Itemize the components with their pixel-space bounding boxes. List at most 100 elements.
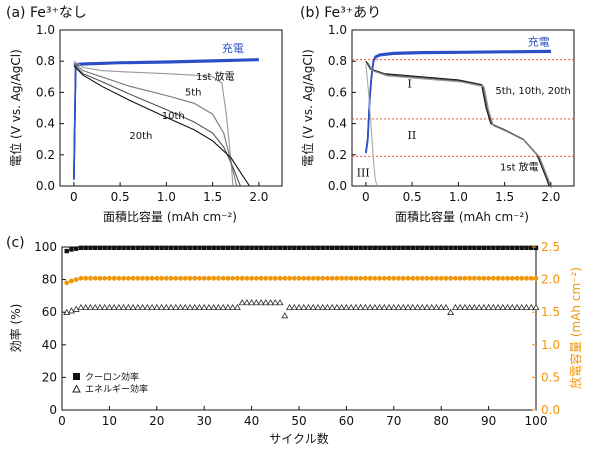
coulomb-efficiency-point [344,245,349,251]
coulomb-efficiency-point [107,245,112,251]
c-ytick-label: 0 [49,403,57,417]
c-ytick-label: 20 [42,370,57,384]
energy-efficiency-point [158,303,165,311]
a-xtick-label: 1.0 [157,190,176,204]
discharge-capacity-point [244,275,250,281]
coulomb-efficiency-point [529,245,534,251]
coulomb-efficiency-point [220,245,226,251]
energy-efficiency-point [96,303,104,311]
discharge-capacity-point [154,275,160,281]
coulomb-efficiency-point [472,245,477,251]
a-series-line-2 [73,62,238,187]
energy-efficiency-point [333,303,341,311]
discharge-capacity-point [121,275,127,281]
discharge-capacity-point [325,275,330,281]
c-xtick-label: 30 [197,414,212,428]
coulomb-efficiency-point [230,245,235,251]
c-xtick-label: 90 [481,414,496,428]
discharge-capacity-point [301,275,307,281]
coulomb-efficiency-point [140,245,145,251]
energy-efficiency-point [286,303,293,311]
energy-efficiency-point [139,303,146,311]
energy-efficiency-point [447,308,455,315]
energy-efficiency-point [343,303,350,311]
energy-efficiency-point [428,303,436,311]
energy-efficiency-point [366,303,374,311]
energy-efficiency-point [186,303,194,311]
energy-efficiency-point [271,299,279,306]
coulomb-efficiency-point [187,245,193,251]
coulomb-efficiency-point [154,245,159,251]
discharge-capacity-point [125,275,131,281]
coulomb-efficiency-point [202,245,207,251]
energy-efficiency-point [319,303,327,311]
discharge-capacity-point [334,275,340,281]
coulomb-efficiency-point [149,245,155,251]
discharge-capacity-point [220,275,226,281]
energy-efficiency-point [309,303,317,311]
b-series-line-0 [365,50,551,153]
coulomb-efficiency-point [439,245,444,251]
coulomb-efficiency-point [173,245,178,251]
coulomb-efficiency-point [329,245,335,251]
a-ytick-label: 0.6 [36,85,55,99]
coulomb-efficiency-point [363,245,368,251]
discharge-capacity-point [173,275,179,281]
discharge-capacity-point [287,275,292,281]
coulomb-efficiency-point [296,245,302,251]
coulomb-efficiency-point [358,245,363,251]
energy-efficiency-point [328,303,336,311]
energy-efficiency-point [494,303,502,311]
panel-a-label: (a) Fe³⁺なし [6,5,87,21]
discharge-capacity-point [310,275,316,281]
energy-efficiency-point [504,303,511,311]
coulomb-efficiency-point [405,245,411,251]
c-xtick-label: 80 [434,414,449,428]
energy-efficiency-point [414,303,421,311]
energy-efficiency-point [395,303,402,311]
coulomb-efficiency-point [126,245,131,251]
energy-efficiency-point [314,303,322,311]
panel-b-label: (b) Fe³⁺あり [300,5,381,21]
coulomb-efficiency-point [287,245,292,251]
coulomb-efficiency-point [434,245,439,251]
energy-efficiency-point [456,303,464,311]
discharge-capacity-point [159,275,164,281]
coulomb-efficiency-point [121,245,126,251]
discharge-capacity-point [282,275,288,281]
b-ytick-label: 1.0 [328,23,347,37]
c-ytick-right-label: 2.5 [541,240,560,254]
xlabel-c: サイクル数 [269,431,328,446]
discharge-capacity-point [107,275,112,281]
coulomb-efficiency-point [258,245,264,251]
energy-efficiency-point [110,303,118,311]
discharge-capacity-point [344,275,349,281]
coulomb-efficiency-point [334,245,340,251]
coulomb-efficiency-point [64,248,69,254]
energy-efficiency-point [357,303,365,311]
discharge-capacity-point [453,275,458,281]
coulomb-efficiency-point [159,245,164,251]
coulomb-efficiency-point [377,245,382,251]
energy-efficiency-point [101,303,109,311]
a-series-line-1 [73,60,234,187]
coulomb-efficiency-point [69,247,74,252]
coulomb-efficiency-point [486,245,491,251]
energy-efficiency-point [68,307,75,314]
b-series-line-0 [365,49,551,152]
discharge-capacity-point [429,275,435,281]
b-ytick-label: 0.6 [328,85,347,99]
coulomb-efficiency-point [78,245,84,251]
energy-efficiency-point [248,299,255,306]
discharge-capacity-point [448,275,454,281]
plot-frame-b [351,29,575,187]
discharge-capacity-point [471,275,477,281]
c-xtick-label: 50 [291,414,306,428]
a-xtick-label: 0 [70,190,78,204]
energy-efficiency-point [243,299,251,306]
discharge-capacity-point [69,278,74,284]
coulomb-efficiency-point [216,245,221,251]
coulomb-efficiency-point [263,245,269,251]
b-ytick-label: 0.8 [328,54,347,68]
energy-efficiency-point [143,303,151,311]
